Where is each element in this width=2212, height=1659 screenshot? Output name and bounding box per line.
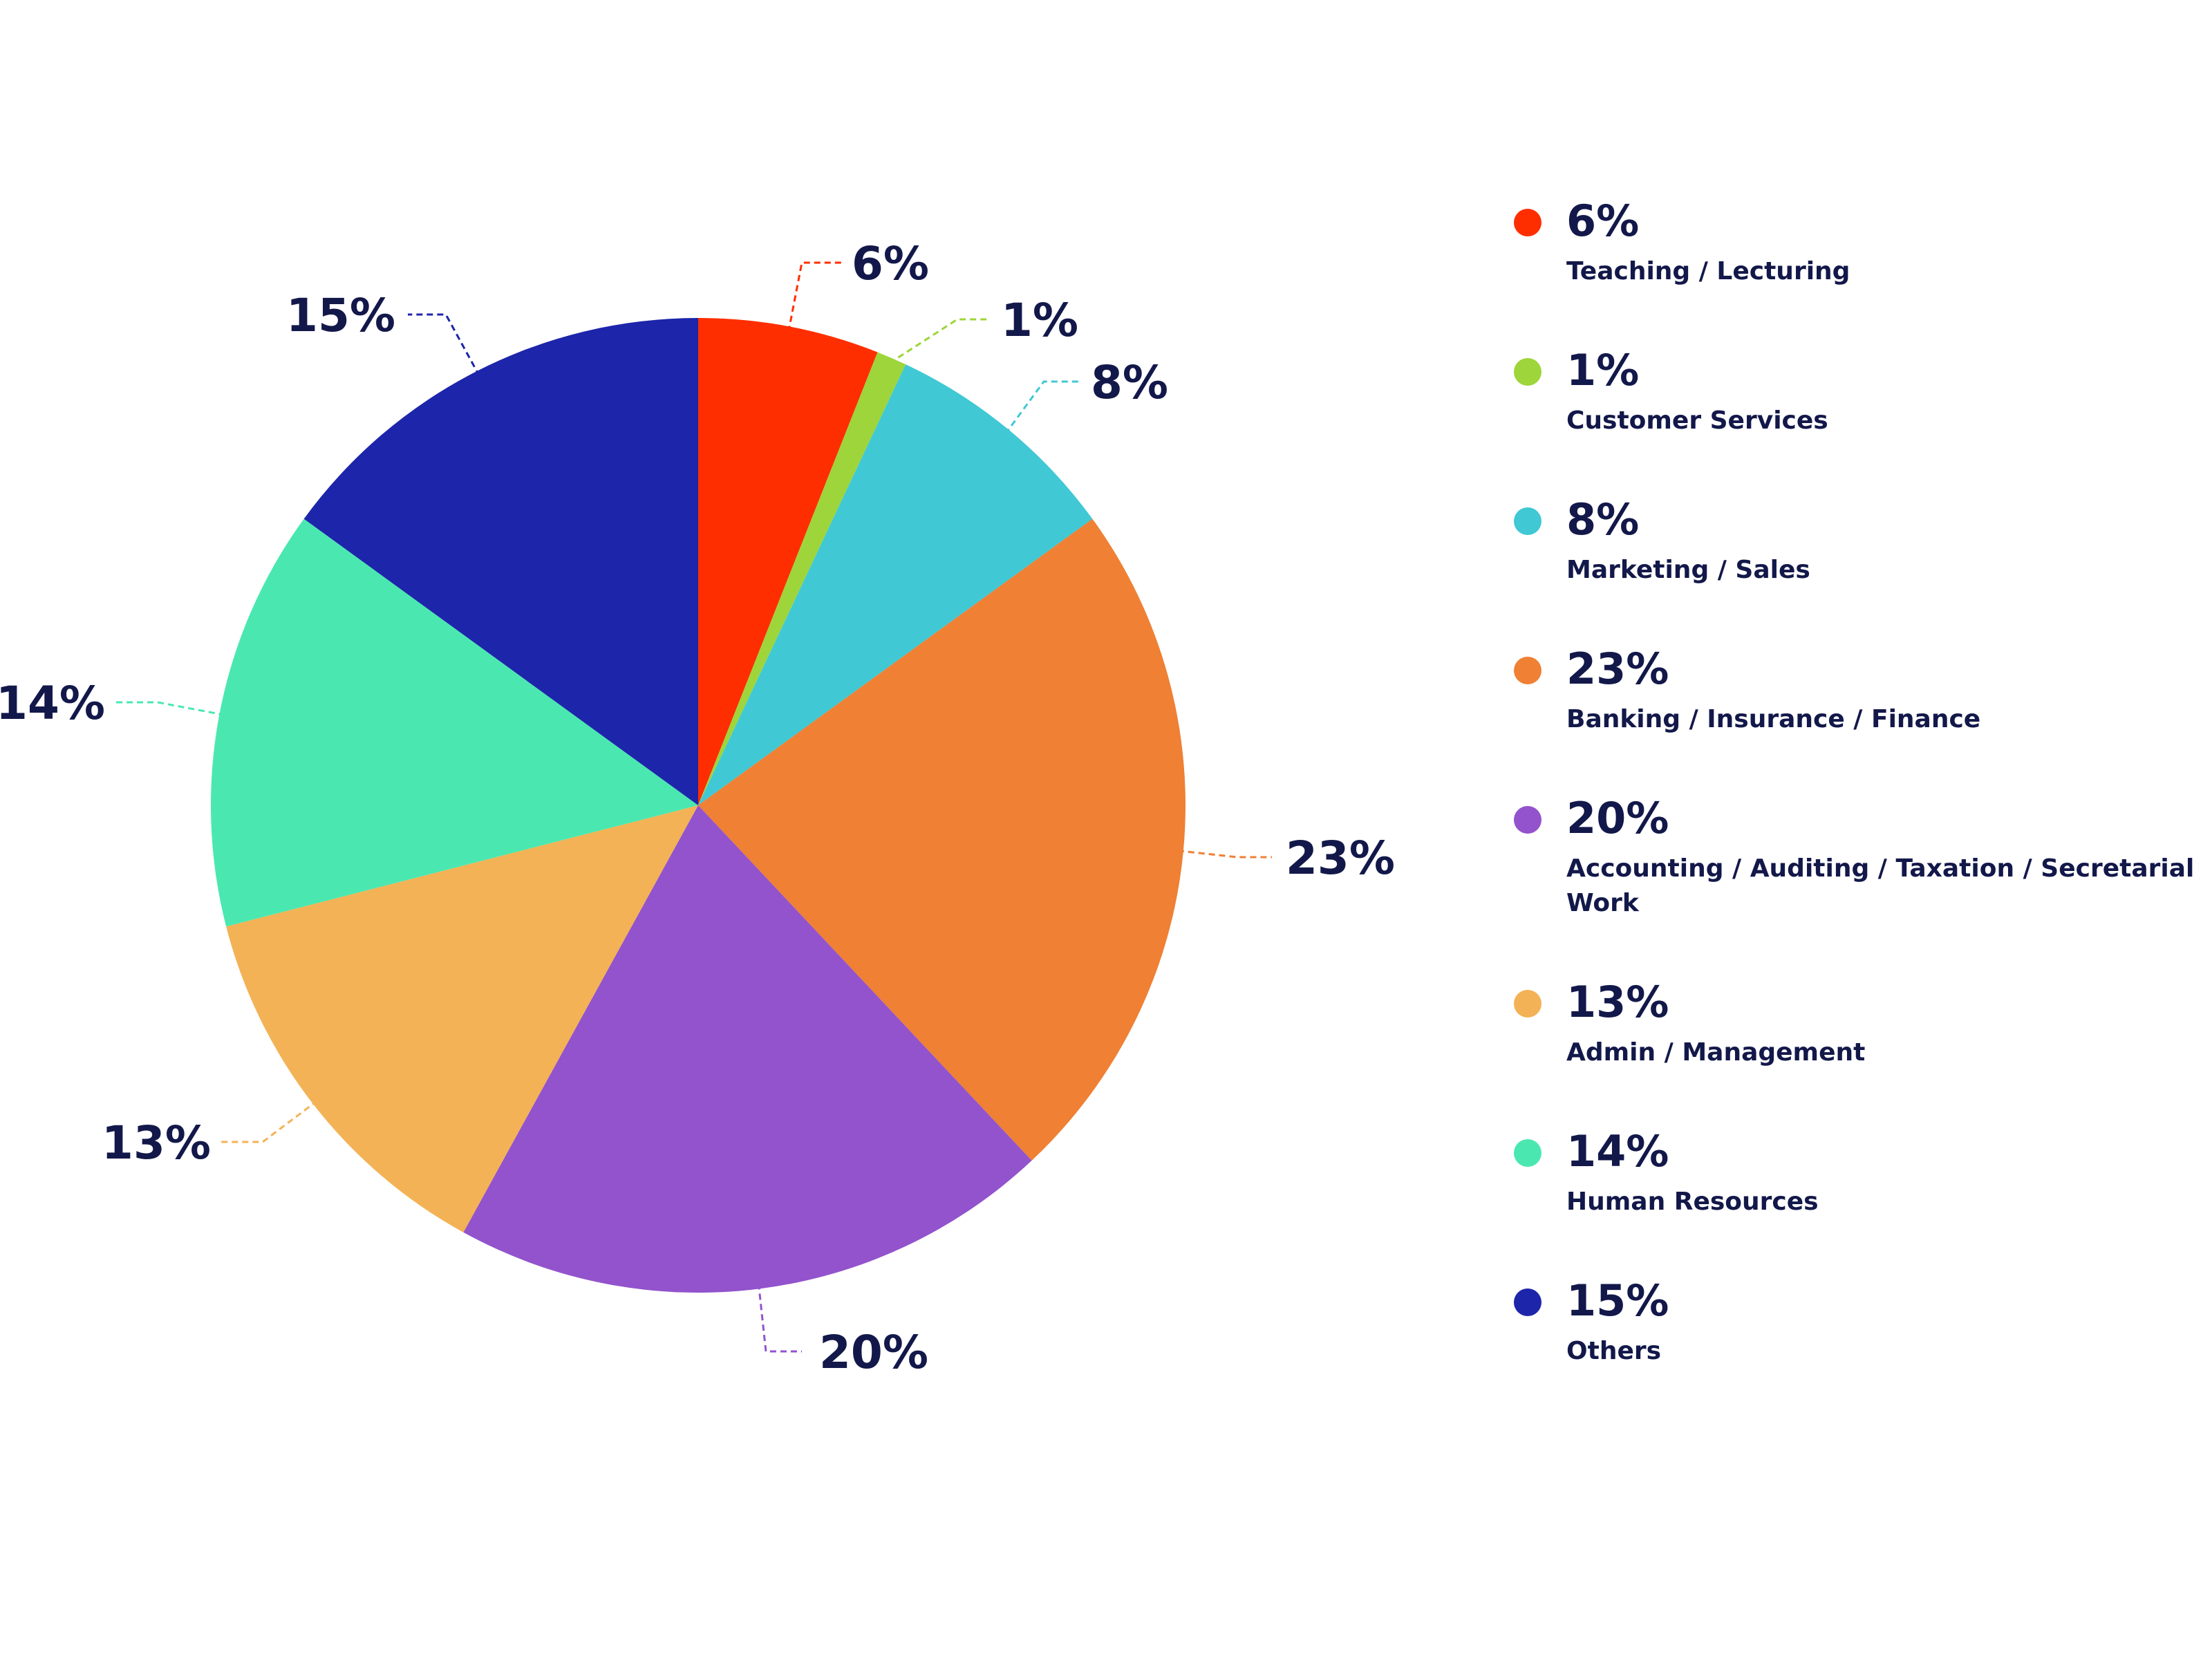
legend-item: 8% Marketing / Sales <box>1514 492 2212 588</box>
slice-label-8: 15% <box>286 289 395 342</box>
legend-label: Human Resources <box>1566 1188 1819 1216</box>
pie-slice-3 <box>698 364 1093 805</box>
slice-label-4: 23% <box>1286 832 1395 885</box>
legend-percent: 15% <box>1566 1275 1669 1326</box>
legend-label: Banking / Insurance / Finance <box>1566 705 1981 733</box>
legend-item: 15% Others <box>1514 1273 2212 1369</box>
legend-swatch <box>1514 657 1541 684</box>
legend-item: 14% Human Resources <box>1514 1124 2212 1219</box>
pie-slice-5 <box>463 805 1032 1293</box>
pie-slice-4 <box>698 518 1186 1161</box>
legend-swatch <box>1514 507 1541 535</box>
pie-slice-1 <box>698 318 878 805</box>
slice-label-6: 13% <box>102 1116 211 1170</box>
slice-labels: 6% 1%8% 23% 20% 13% 14% 15% <box>0 237 1395 1379</box>
legend-item: 1% Customer Services <box>1514 343 2212 438</box>
legend-swatch <box>1514 990 1541 1018</box>
leader-line-5 <box>757 1283 802 1353</box>
legend-percent: 20% <box>1566 793 1669 843</box>
legend-percent: 8% <box>1566 494 1640 545</box>
legend-swatch <box>1514 1288 1541 1316</box>
leader-lines <box>116 261 1272 1353</box>
leader-line-7 <box>116 701 225 716</box>
legend-item: 13% Admin / Management <box>1514 975 2212 1070</box>
legend-label: Marketing / Sales <box>1566 556 1810 584</box>
leader-line-3 <box>1004 380 1078 435</box>
legend-label: Others <box>1566 1337 1662 1365</box>
slice-label-3: 8% <box>1091 356 1168 409</box>
legend-percent: 23% <box>1566 644 1669 694</box>
legend-percent: 14% <box>1566 1126 1669 1177</box>
legend-label: Accounting / Auditing / Taxation / Secre… <box>1566 854 2195 917</box>
slice-label-2: 1% <box>1001 294 1078 347</box>
legend-label: Admin / Management <box>1566 1038 1866 1067</box>
legend-item: 23% Banking / Insurance / Finance <box>1514 641 2212 737</box>
leader-line-6 <box>221 1099 319 1143</box>
leader-line-8 <box>408 313 480 377</box>
pie-slice-2 <box>698 352 906 805</box>
legend-label: Customer Services <box>1566 406 1828 435</box>
legend-label: Teaching / Lecturing <box>1566 257 1850 285</box>
slice-label-1: 6% <box>852 237 929 290</box>
pie-slice-6 <box>226 805 698 1232</box>
leader-line-2 <box>888 318 988 364</box>
pie-slices <box>210 318 1186 1293</box>
pie-slice-7 <box>210 518 698 927</box>
legend-percent: 1% <box>1566 345 1640 395</box>
legend-item: 20% Accounting / Auditing / Taxation / Se… <box>1514 791 2212 921</box>
pie-slice-8 <box>303 318 698 805</box>
legend-percent: 13% <box>1566 977 1669 1027</box>
legend-swatch <box>1514 209 1541 236</box>
legend-swatch <box>1514 806 1541 834</box>
legend-swatch <box>1514 1139 1541 1167</box>
leader-line-4 <box>1177 850 1272 859</box>
slice-label-7: 14% <box>0 677 105 730</box>
leader-line-1 <box>787 261 843 332</box>
slice-label-5: 20% <box>819 1326 928 1379</box>
legend-item: 6% Teaching / Lecturing <box>1514 194 2212 289</box>
legend-swatch <box>1514 358 1541 386</box>
legend-percent: 6% <box>1566 196 1640 246</box>
